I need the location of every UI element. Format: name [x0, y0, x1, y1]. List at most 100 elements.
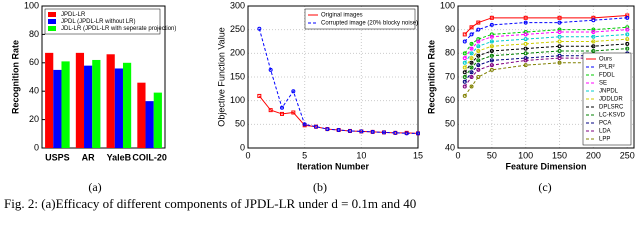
marker — [462, 51, 467, 56]
marker — [257, 26, 262, 31]
line — [464, 43, 628, 73]
y-tick-label: 0 — [240, 142, 245, 152]
legend-label: PCA — [599, 121, 611, 127]
marker — [325, 127, 330, 132]
legend-label: JPDL-LR — [61, 12, 86, 18]
marker — [625, 46, 630, 51]
bar — [153, 92, 162, 148]
line — [464, 38, 628, 68]
y-tick-label: 20 — [29, 114, 39, 124]
bar — [137, 82, 146, 148]
bar — [45, 52, 54, 148]
x-tick-label: YaleB — [107, 152, 132, 162]
legend-label: LPP — [599, 137, 610, 143]
marker — [591, 48, 596, 53]
marker — [469, 65, 474, 70]
panel-label: (b) — [313, 180, 327, 194]
x-tick-label: 200 — [586, 150, 601, 160]
legend-label: LDA — [599, 129, 611, 135]
marker — [625, 25, 630, 30]
marker — [469, 70, 474, 75]
marker — [476, 39, 481, 44]
marker — [476, 75, 481, 79]
marker — [314, 124, 318, 129]
x-tick-label: 100 — [518, 150, 533, 160]
y-tick-label: 250 — [230, 24, 245, 34]
legend-swatch — [48, 26, 56, 31]
x-tick-label: USPS — [45, 152, 70, 162]
y-tick-label: 100 — [230, 95, 245, 105]
bar — [122, 62, 132, 148]
marker — [469, 25, 474, 30]
bar — [92, 59, 101, 148]
panel-label: (a) — [88, 180, 101, 194]
marker — [557, 39, 562, 44]
line — [258, 28, 418, 134]
line — [464, 33, 628, 64]
marker — [469, 60, 474, 65]
bar — [114, 68, 123, 148]
legend-label: SE — [599, 81, 607, 87]
marker — [469, 84, 474, 89]
y-tick-label: 300 — [230, 0, 245, 10]
y-tick-label: 100 — [24, 0, 39, 10]
marker — [359, 129, 364, 134]
marker — [489, 53, 494, 58]
marker — [523, 15, 528, 20]
y-tick-label: 50 — [235, 119, 245, 129]
marker — [476, 48, 481, 53]
legend-label: LC-KSVD — [599, 113, 626, 119]
marker — [462, 39, 467, 44]
marker — [523, 20, 528, 25]
marker — [476, 37, 481, 42]
y-tick-label: 100 — [440, 0, 455, 10]
marker — [462, 32, 467, 37]
marker — [476, 44, 481, 49]
marker — [469, 56, 474, 61]
y-tick-label: 70 — [445, 71, 455, 81]
plot-frame — [247, 5, 419, 149]
marker — [591, 44, 596, 49]
marker — [591, 34, 596, 39]
bar — [75, 52, 85, 148]
line — [464, 26, 628, 54]
marker — [625, 15, 630, 20]
legend-box — [44, 8, 161, 35]
marker — [476, 20, 481, 25]
marker — [462, 79, 467, 84]
marker — [336, 128, 341, 133]
y-tick-label: 50 — [445, 119, 455, 129]
marker — [257, 93, 262, 98]
caption: Fig. 2: (a)Efficacy of different compone… — [4, 196, 416, 211]
marker — [469, 41, 474, 46]
marker — [469, 32, 474, 37]
x-tick-label: 10 — [356, 150, 366, 160]
x-tick-label: AR — [82, 152, 95, 162]
marker — [280, 111, 284, 116]
marker — [591, 18, 596, 23]
x-tick-label: 250 — [620, 150, 635, 160]
marker — [591, 30, 596, 35]
x-tick-label: 0 — [455, 150, 460, 160]
legend-label: Ours — [599, 57, 612, 63]
marker — [462, 65, 467, 70]
marker — [370, 129, 375, 134]
marker — [476, 27, 481, 32]
marker — [591, 15, 596, 20]
marker — [382, 130, 386, 135]
marker — [348, 128, 352, 133]
marker — [489, 15, 494, 20]
marker — [625, 27, 630, 32]
marker — [462, 93, 467, 98]
marker — [591, 27, 596, 32]
marker — [302, 122, 307, 127]
y-tick-label: 40 — [29, 86, 39, 96]
marker — [557, 53, 562, 58]
marker — [469, 51, 474, 56]
x-tick-label: 50 — [487, 150, 497, 160]
marker — [557, 15, 562, 20]
legend-swatch — [48, 12, 56, 17]
marker — [476, 53, 481, 58]
bar — [145, 101, 154, 148]
marker — [489, 22, 494, 27]
